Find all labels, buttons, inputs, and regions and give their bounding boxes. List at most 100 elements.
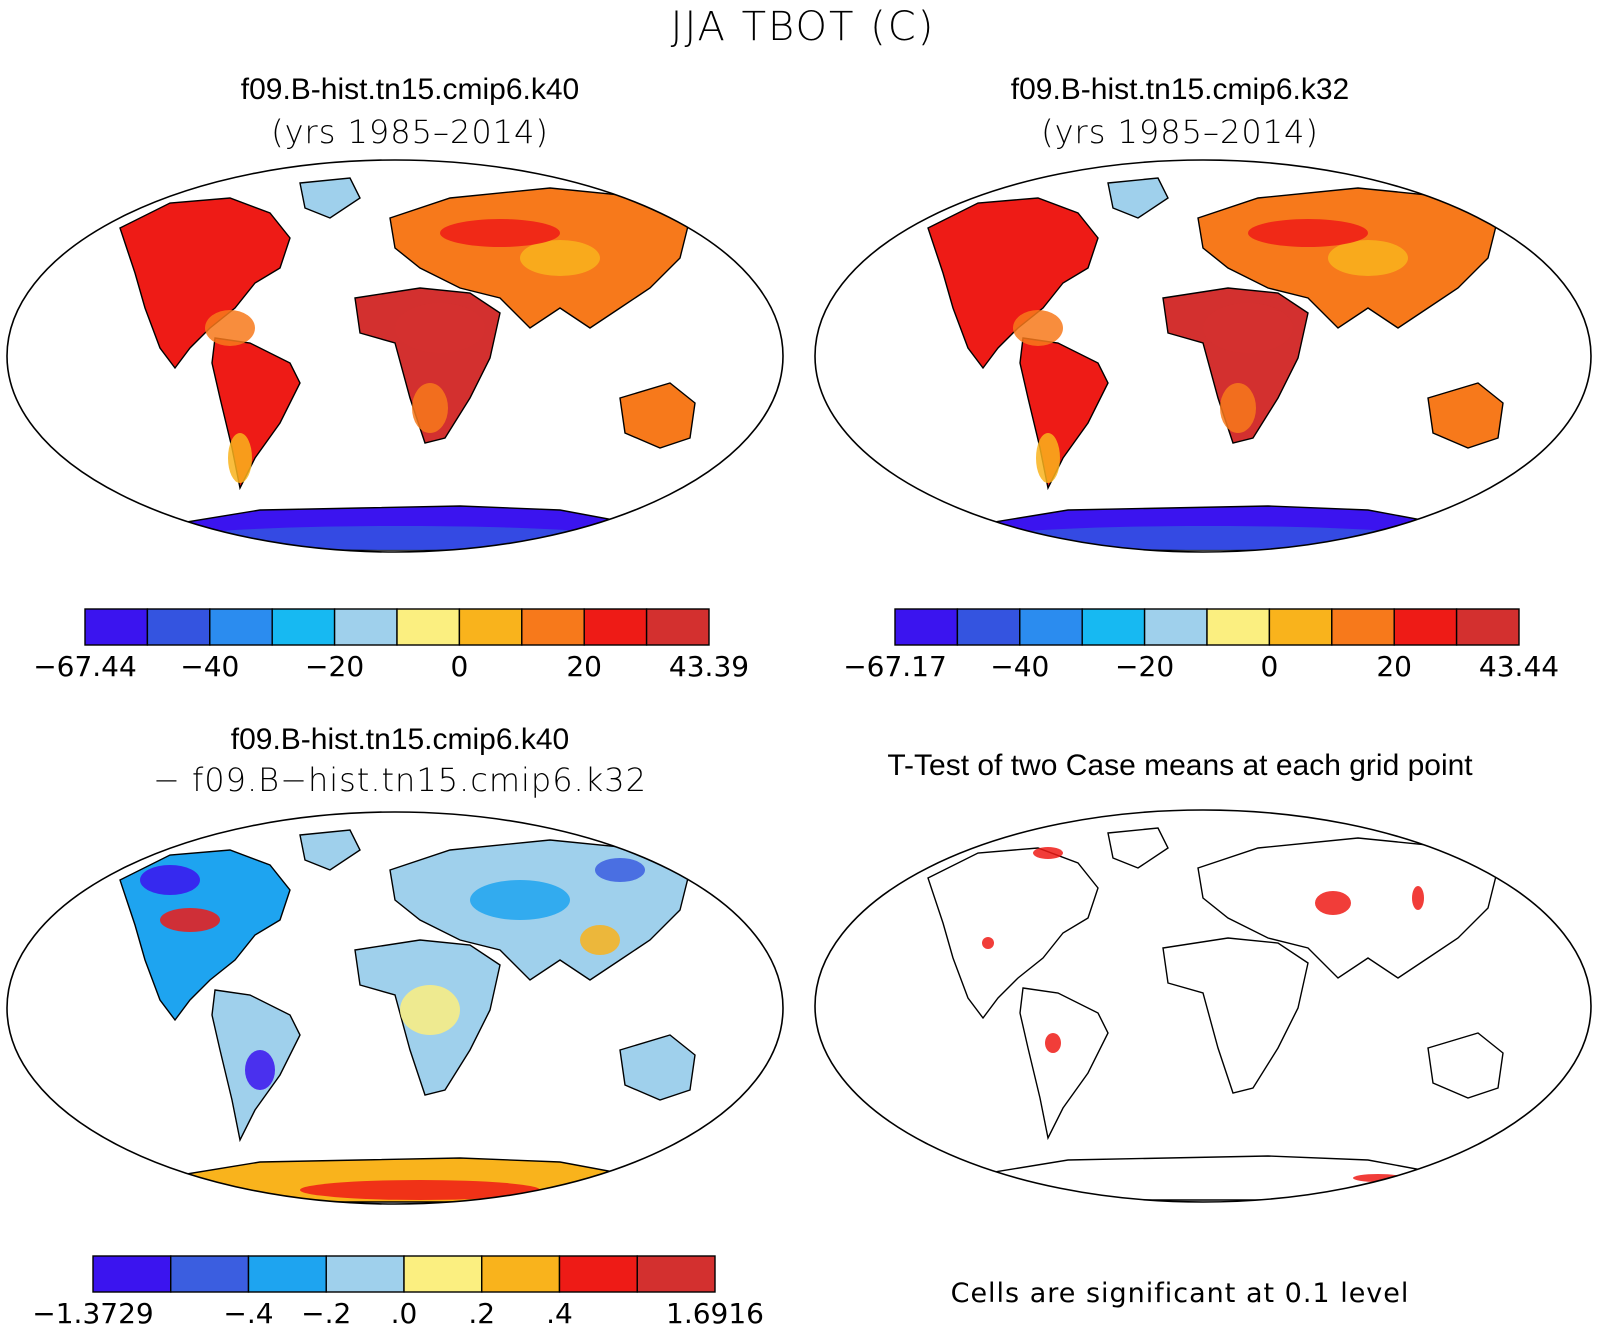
land-greenland — [299, 829, 361, 871]
field-region — [1036, 433, 1060, 483]
panel-3-title: f09.B-hist.tn15.cmip6.k40 — [230, 723, 570, 756]
field-region — [245, 1050, 275, 1090]
field-region — [412, 383, 448, 433]
land-greenland — [299, 177, 361, 219]
colorbar-swatch — [558, 1255, 638, 1293]
map-border — [814, 159, 1592, 553]
colorbar-tick-label: −40 — [180, 650, 240, 683]
field-region — [988, 526, 1428, 550]
field-region — [1420, 832, 1456, 844]
field-region — [982, 937, 994, 949]
map-land-group — [119, 829, 696, 1203]
colorbar-tick-label: −67.17 — [843, 650, 947, 683]
colorbar-swatch — [84, 608, 149, 646]
panel-3-subtitle: − f09.B−hist.tn15.cmip6.k32 — [153, 761, 647, 799]
colorbar-swatch — [1019, 608, 1083, 646]
colorbar-tick-label: −20 — [305, 650, 365, 683]
colorbar-swatch — [271, 608, 336, 646]
panel-2-map — [814, 159, 1592, 553]
map-land-group — [119, 177, 696, 551]
field-region — [470, 880, 570, 920]
colorbar-swatch — [1206, 608, 1271, 646]
colorbar-swatch — [458, 608, 523, 646]
colorbar-swatch — [1081, 608, 1146, 646]
field-region — [1203, 303, 1293, 353]
colorbar-swatch — [1143, 608, 1208, 646]
colorbar-tick-label: 43.39 — [668, 650, 750, 683]
colorbar-swatch — [403, 1255, 483, 1293]
panel-1-title: f09.B-hist.tn15.cmip6.k40 — [240, 73, 580, 106]
field-region — [140, 865, 200, 895]
map-land-group — [927, 827, 1504, 1201]
colorbar-tick-label: 20 — [566, 650, 603, 683]
colorbar-swatch — [645, 608, 710, 646]
colorbar-swatch — [146, 608, 211, 646]
colorbar-tick-label: .4 — [546, 1297, 573, 1330]
colorbar-tick-label: .0 — [390, 1297, 418, 1330]
field-region — [1220, 383, 1256, 433]
colorbar-tick-label: −.4 — [223, 1297, 274, 1330]
field-region — [595, 858, 645, 882]
map-land-group — [927, 177, 1504, 551]
land-australia — [1427, 382, 1504, 449]
field-region — [395, 303, 485, 353]
field-region — [1328, 240, 1408, 276]
land-australia — [619, 382, 696, 449]
panel-1-map — [6, 159, 784, 553]
colorbar-swatch — [209, 608, 273, 646]
colorbar-tick-label: −20 — [1115, 650, 1175, 683]
colorbar-tick-label: 43.44 — [1478, 650, 1560, 683]
colorbar-swatch — [92, 1255, 172, 1293]
field-region — [228, 433, 252, 483]
field-region — [1033, 847, 1063, 859]
land-southAmerica — [1019, 337, 1109, 491]
panel-2-subtitle: (yrs 1985–2014) — [1041, 113, 1319, 151]
colorbar-swatch — [1268, 608, 1333, 646]
colorbar-tick-label: 1.6916 — [666, 1297, 764, 1330]
field-region — [205, 310, 255, 346]
colorbar-tick-label: 0 — [1260, 650, 1279, 683]
panel-1-subtitle: (yrs 1985–2014) — [271, 113, 549, 151]
colorbar-swatch — [325, 1255, 405, 1293]
land-northAmerica — [119, 197, 291, 370]
figure-title: JJA TBOT (C) — [670, 4, 936, 50]
colorbar-swatch — [396, 608, 461, 646]
colorbar-swatch — [636, 1255, 716, 1293]
colorbar-swatch — [170, 1255, 250, 1293]
land-northAmerica — [927, 847, 1099, 1020]
significance-note: Cells are significant at 0.1 level — [950, 1278, 1410, 1309]
colorbar-tick-label: −40 — [990, 650, 1050, 683]
land-australia — [619, 1034, 696, 1101]
colorbar-swatch — [521, 608, 585, 646]
panel-4-title: T-Test of two Case means at each grid po… — [887, 749, 1473, 782]
field-region — [160, 908, 220, 932]
panel-3-map — [6, 811, 784, 1205]
field-region — [1013, 310, 1063, 346]
map-border — [6, 159, 784, 553]
panel-3-colorbar — [92, 1255, 716, 1293]
field-region — [400, 985, 460, 1035]
field-region — [300, 1180, 540, 1200]
panel-2-title: f09.B-hist.tn15.cmip6.k32 — [1010, 73, 1350, 106]
land-africa — [1162, 937, 1309, 1094]
field-region — [180, 526, 620, 550]
panel-4-map — [814, 809, 1592, 1203]
colorbar-swatch — [1455, 608, 1520, 646]
field-region — [1315, 891, 1351, 915]
land-greenland — [1107, 177, 1169, 219]
colorbar-swatch — [481, 1255, 561, 1293]
colorbar-swatch — [1331, 608, 1395, 646]
map-border — [814, 809, 1592, 1203]
colorbar-tick-label: −.2 — [301, 1297, 352, 1330]
land-southAmerica — [1019, 987, 1109, 1141]
field-region — [1412, 886, 1424, 910]
map-border — [6, 811, 784, 1205]
colorbar-tick-label: .2 — [468, 1297, 496, 1330]
colorbar-tick-label: 20 — [1376, 650, 1413, 683]
colorbar-swatch — [894, 608, 959, 646]
field-region — [520, 240, 600, 276]
field-region — [1045, 1033, 1061, 1053]
field-region — [1248, 219, 1368, 247]
colorbar-tick-label: −67.44 — [33, 650, 137, 683]
panel-2-colorbar — [894, 608, 1520, 646]
